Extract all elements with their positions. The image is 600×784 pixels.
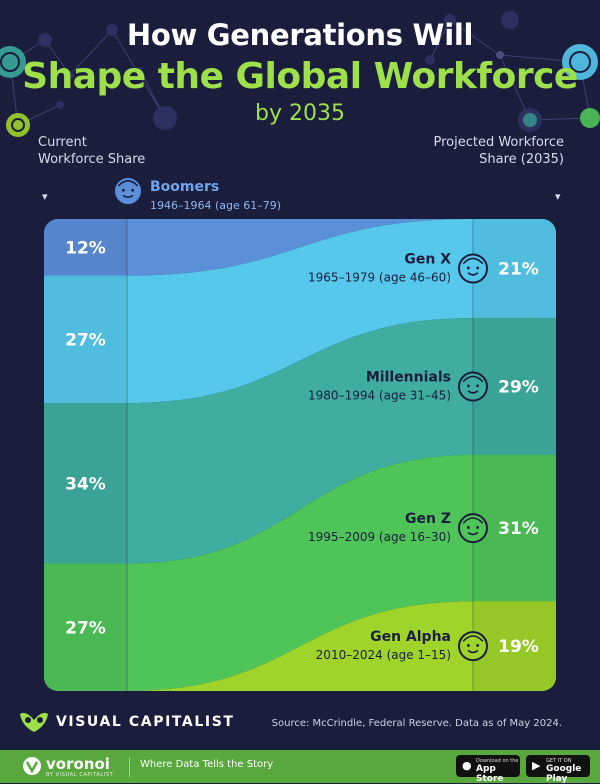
value-label-projected-gen-alpha: 19% — [498, 637, 539, 657]
title-line-2: Shape the Global Workforce — [22, 56, 578, 97]
gen-z-face-icon — [458, 513, 488, 544]
band-gen-alpha — [44, 601, 556, 691]
by-visual-capitalist: BY VISUAL CAPITALIST — [46, 772, 114, 778]
series-name-boomers: Boomers — [150, 179, 219, 195]
series-name-millennials: Millennials — [366, 370, 451, 386]
band-gen-x — [44, 219, 556, 404]
tagline: Where Data Tells the Story — [140, 759, 274, 770]
gen-x-face-icon — [458, 253, 488, 284]
play-icon: ▶ — [532, 759, 541, 772]
google-play-button[interactable]: ▶ GET IT ON Google Play — [526, 755, 590, 784]
series-name-gen-x: Gen X — [404, 252, 451, 268]
workforce-flow-chart: 12% 27% 21% 34% 29% 27% 31% 19% Boomers 1946–1964… — [44, 176, 556, 691]
series-name-gen-alpha: Gen Alpha — [370, 629, 451, 645]
brand-name: VISUAL CAPITALIST — [56, 714, 235, 730]
network-decoration — [0, 11, 600, 137]
source-note: Source: McCrindle, Federal Reserve. Data… — [271, 718, 562, 729]
value-label-projected-gen-x: 21% — [498, 260, 539, 280]
series-years-gen-alpha: 2010–2024 (age 1–15) — [316, 648, 451, 662]
value-label-projected-millennials: 29% — [498, 378, 539, 398]
bar-current-millennials — [44, 403, 127, 564]
voronoi-logo-icon — [23, 757, 41, 775]
value-label-projected-gen-z: 31% — [498, 519, 539, 539]
value-label-current-gen-z: 27% — [65, 618, 106, 638]
value-label-current-boomers: 12% — [65, 238, 106, 258]
projected-share-label: Projected Workforce Share (2035) — [433, 135, 564, 167]
band-gen-z — [44, 455, 556, 691]
voronoi-wordmark: voronoi — [46, 755, 110, 773]
series-years-boomers: 1946–1964 (age 61–79) — [150, 199, 281, 212]
down-arrow-icon: ▾ — [42, 190, 48, 203]
current-share-label: Current Workforce Share — [38, 135, 146, 167]
visual-capitalist-logo-icon — [20, 712, 48, 732]
band-millennials — [44, 318, 556, 564]
title-line-3: by 2035 — [255, 101, 345, 126]
app-store-button[interactable]: ● Download on the App Store — [456, 755, 520, 784]
bar-current-gen-z — [44, 563, 127, 691]
series-years-millennials: 1980–1994 (age 31–45) — [308, 389, 451, 403]
series-name-gen-z: Gen Z — [405, 511, 451, 527]
bar-current-gen-x — [44, 275, 127, 404]
gen-alpha-face-icon — [458, 631, 488, 662]
down-arrow-icon: ▾ — [555, 190, 561, 203]
value-label-current-gen-x: 27% — [65, 330, 106, 350]
boomers-face-icon — [113, 176, 143, 206]
bar-current-boomers — [44, 219, 127, 276]
millennials-face-icon — [458, 371, 488, 402]
title-line-1: How Generations Will — [126, 18, 474, 52]
series-years-gen-x: 1965–1979 (age 46–60) — [308, 271, 451, 285]
value-label-current-millennials: 34% — [65, 474, 106, 494]
series-years-gen-z: 1995–2009 (age 16–30) — [308, 530, 451, 544]
apple-icon: ● — [462, 759, 472, 772]
divider — [129, 757, 130, 777]
